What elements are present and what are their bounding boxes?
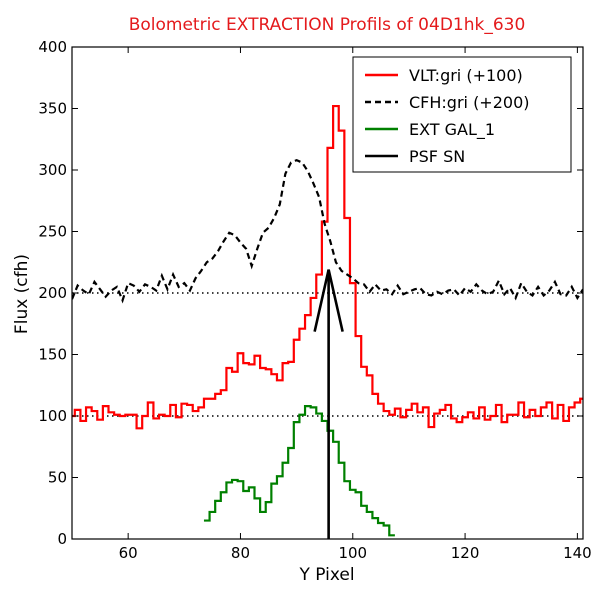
plot-area: 60 80 100 120 140 0 50 100 150 200 250 300 350 400 bbox=[38, 38, 591, 562]
x-axis-label: Y Pixel bbox=[298, 565, 354, 585]
x-tick-label-60: 60 bbox=[119, 544, 138, 562]
x-tick-label-120: 120 bbox=[451, 544, 480, 562]
legend-item-psf-sn-label: PSF SN bbox=[409, 147, 465, 166]
y-tick-label-100: 100 bbox=[38, 407, 67, 425]
legend-item-cfh-gri-200-label: CFH:gri (+200) bbox=[409, 93, 530, 112]
series-ext-gal-1-line bbox=[203, 405, 395, 537]
y-tick-label-300: 300 bbox=[38, 161, 67, 179]
y-tick-label-0: 0 bbox=[57, 530, 67, 548]
y-tick-label-350: 350 bbox=[38, 100, 67, 118]
y-tick-label-150: 150 bbox=[38, 346, 67, 364]
x-tick-label-140: 140 bbox=[563, 544, 592, 562]
series-vlt-gri-100-line bbox=[72, 104, 583, 430]
chart-title: Bolometric EXTRACTION Profils of 04D1hk_… bbox=[129, 15, 526, 35]
data-layer bbox=[72, 104, 583, 539]
y-tick-label-50: 50 bbox=[48, 469, 67, 487]
y-axis-label: Flux (cfh) bbox=[12, 254, 32, 334]
x-tick-label-100: 100 bbox=[338, 544, 367, 562]
series-cfh-gri-200-line bbox=[72, 158, 583, 304]
series-psf-sn-arrowhead bbox=[313, 269, 344, 332]
legend-item-ext-gal-1-label: EXT GAL_1 bbox=[409, 120, 495, 140]
y-tick-label-200: 200 bbox=[38, 284, 67, 302]
y-tick-label-250: 250 bbox=[38, 223, 67, 241]
y-tick-label-400: 400 bbox=[38, 38, 67, 56]
legend-item-vlt-gri-100-label: VLT:gri (+100) bbox=[409, 66, 523, 85]
x-tick-label-80: 80 bbox=[231, 544, 250, 562]
legend: VLT:gri (+100) CFH:gri (+200) EXT GAL_1 PSF… bbox=[352, 56, 572, 173]
